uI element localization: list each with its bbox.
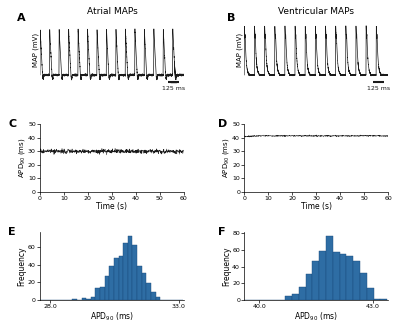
Text: C: C — [8, 119, 16, 129]
Bar — [374, 299, 380, 300]
Bar — [123, 243, 128, 300]
Bar — [82, 298, 86, 300]
Bar — [114, 258, 118, 300]
Y-axis label: Frequency: Frequency — [222, 246, 231, 286]
Y-axis label: APD$_{90}$ (ms): APD$_{90}$ (ms) — [16, 138, 26, 178]
Bar — [156, 297, 160, 300]
Bar — [292, 294, 299, 300]
Bar — [146, 283, 151, 300]
Bar — [333, 252, 340, 300]
Bar — [86, 299, 91, 300]
X-axis label: APD$_{90}$ (ms): APD$_{90}$ (ms) — [90, 310, 134, 323]
Title: Atrial MAPs: Atrial MAPs — [86, 7, 137, 16]
Bar — [312, 261, 319, 300]
Bar — [367, 288, 374, 300]
Title: Ventricular MAPs: Ventricular MAPs — [278, 7, 354, 16]
Bar — [96, 288, 100, 300]
Bar — [380, 299, 387, 300]
Bar — [118, 256, 123, 300]
X-axis label: Time (s): Time (s) — [300, 202, 332, 212]
Bar — [151, 292, 156, 300]
Bar — [306, 274, 312, 300]
X-axis label: Time (s): Time (s) — [96, 202, 128, 212]
Bar — [100, 287, 105, 300]
Bar — [109, 266, 114, 300]
Text: D: D — [218, 119, 228, 129]
Bar — [285, 296, 292, 300]
Bar — [326, 236, 333, 300]
Bar — [137, 266, 142, 300]
Y-axis label: APD$_{90}$ (ms): APD$_{90}$ (ms) — [221, 138, 231, 178]
Bar — [299, 288, 306, 300]
Bar — [360, 273, 367, 300]
Y-axis label: MAP (mV): MAP (mV) — [236, 33, 243, 67]
Bar — [72, 299, 77, 300]
Bar — [128, 236, 132, 300]
Y-axis label: MAP (mV): MAP (mV) — [32, 33, 39, 67]
Bar — [319, 251, 326, 300]
Bar — [105, 276, 109, 300]
Text: B: B — [227, 13, 235, 23]
Text: F: F — [218, 227, 226, 237]
Text: A: A — [17, 13, 26, 23]
Text: 125 ms: 125 ms — [162, 86, 186, 91]
Y-axis label: Frequency: Frequency — [18, 246, 26, 286]
Bar — [91, 297, 96, 300]
Bar — [142, 273, 146, 300]
Text: E: E — [8, 227, 16, 237]
Bar — [132, 245, 137, 300]
Text: 125 ms: 125 ms — [367, 86, 390, 91]
Bar — [353, 261, 360, 300]
Bar — [346, 257, 353, 300]
Bar — [340, 254, 346, 300]
X-axis label: APD$_{90}$ (ms): APD$_{90}$ (ms) — [294, 310, 338, 323]
